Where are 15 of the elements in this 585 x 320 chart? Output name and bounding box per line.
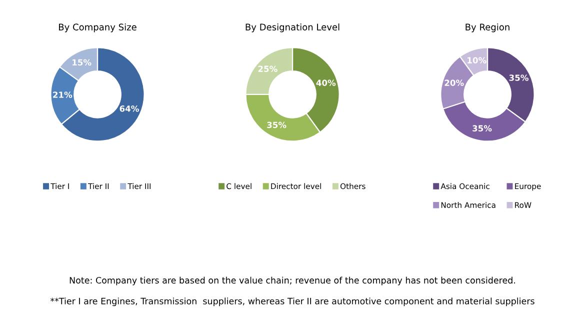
data-label: 35%	[509, 74, 528, 81]
data-label: 25%	[258, 66, 278, 72]
data-label: 15%	[72, 59, 92, 66]
chart-title: By Region	[466, 23, 510, 32]
data-label: 35%	[267, 122, 286, 128]
chart-title: By Company Size	[59, 23, 136, 32]
data-label: 35%	[472, 125, 492, 132]
data-label: 40%	[316, 80, 336, 86]
data-label: 21%	[53, 92, 72, 98]
text: **Tier I are Engines, Transmission suppliers, whereas Tier II are automotive component and material suppliers	[50, 298, 534, 306]
data-label: 64%	[120, 105, 139, 112]
data-label: 20%	[444, 80, 464, 86]
data-label: 10%	[468, 57, 486, 64]
chart-title: By Designation Level	[246, 23, 340, 32]
text: Note: Company tiers are based on the value chain; revenue of the company has not been considered.	[70, 276, 516, 286]
